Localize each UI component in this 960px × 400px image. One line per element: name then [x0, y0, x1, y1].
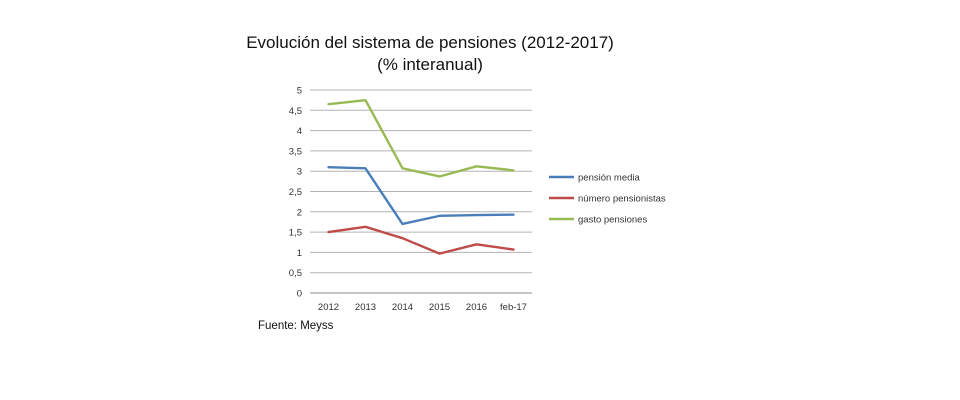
legend-label: pensión media: [578, 173, 641, 184]
y-tick-label: 2: [297, 207, 302, 218]
series-line: [327, 165, 515, 226]
legend-item: gasto pensiones: [549, 215, 647, 226]
series-lines: [327, 98, 515, 255]
x-tick-label: 2012: [318, 302, 339, 313]
y-tick-label: 5: [297, 86, 302, 97]
chart-subtitle: (% interanual): [377, 55, 483, 74]
source-note: Fuente: Meyss: [258, 320, 334, 332]
y-tick-label: 4,5: [289, 106, 302, 117]
chart-title: Evolución del sistema de pensiones (2012…: [246, 33, 614, 52]
y-tick-label: 3,5: [289, 146, 302, 157]
y-tick-label: 1: [297, 248, 302, 259]
series-line: [327, 98, 515, 178]
series-line: [327, 225, 515, 255]
legend-label: gasto pensiones: [578, 215, 647, 226]
legend: pensión media número pensionistas gasto pe…: [549, 173, 666, 226]
legend-item: pensión media: [549, 173, 641, 184]
y-tick-label: 1,5: [289, 228, 302, 239]
legend-label: número pensionistas: [578, 194, 666, 205]
y-tick-label: 0: [297, 289, 302, 300]
x-tick-label: 2013: [355, 302, 376, 313]
gridlines: [310, 89, 532, 294]
y-tick-label: 3: [297, 167, 302, 178]
x-tick-label: feb-17: [500, 302, 527, 313]
x-tick-label: 2014: [392, 302, 413, 313]
x-tick-label: 2015: [429, 302, 450, 313]
legend-item: número pensionistas: [549, 194, 666, 205]
y-tick-label: 4: [297, 126, 302, 137]
x-tick-label: 2016: [466, 302, 487, 313]
y-tick-label: 2,5: [289, 187, 302, 198]
y-axis-tick-labels: 0 0,5 1 1,5 2 2,5 3 3,5 4 4,5 5: [289, 86, 302, 300]
y-tick-label: 0,5: [289, 268, 302, 279]
x-axis-tick-labels: 2012 2013 2014 2015 2016 feb-17: [318, 302, 527, 313]
